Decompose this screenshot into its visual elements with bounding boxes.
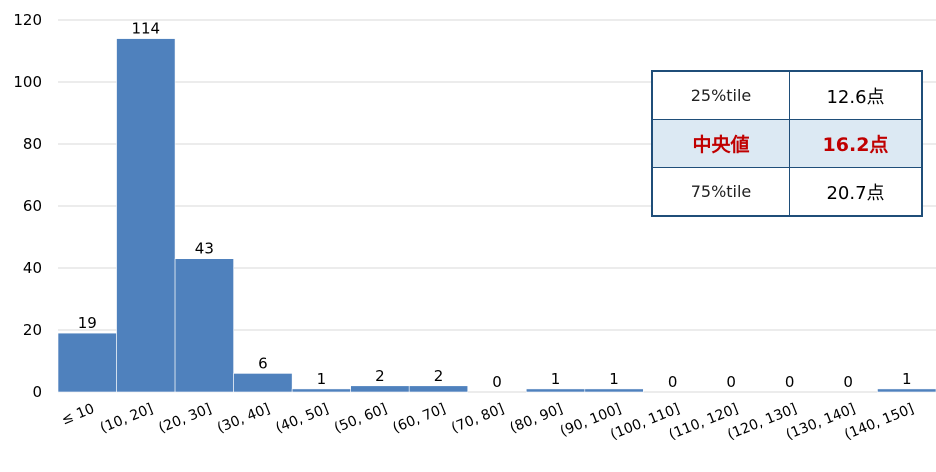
data-label: 0 [492,373,502,391]
x-tick-label: (70, 80] [449,401,506,437]
data-label: 2 [375,367,385,385]
data-label: 0 [843,373,853,391]
bars [57,38,936,393]
stats-row-75: 75%tile 20.7点 [651,167,923,217]
data-label: 6 [258,354,268,372]
stats-table: 25%tile 12.6点 中央値 16.2点 75%tile 20.7点 [651,70,923,217]
x-axis-ticks: ≤ 10 (10, 20] (20, 30] (30, 40] (40, 50] (50,… [59,401,916,443]
x-tick-label: ≤ 10 [59,401,97,429]
data-label: 19 [78,314,97,332]
x-tick-label: (30, 40] [215,401,272,437]
y-tick-label: 100 [13,73,42,91]
stats-value-75: 20.7点 [789,167,923,217]
bar [408,385,469,393]
data-label: 1 [902,370,912,388]
y-tick-label: 20 [23,321,42,339]
bar [57,332,117,393]
bar [877,388,936,393]
x-tick-label: (20, 30] [156,401,213,437]
x-tick-label: (40, 50] [273,401,330,437]
data-label: 1 [609,370,619,388]
data-label: 1 [317,370,327,388]
y-tick-label: 120 [13,11,42,29]
bar [233,373,293,393]
bar [525,388,586,393]
stats-label-75: 75%tile [651,167,790,217]
bar [174,258,234,393]
y-tick-label: 40 [23,259,42,277]
stats-row-25: 25%tile 12.6点 [651,70,923,120]
x-tick-label: (50, 60] [332,401,389,437]
stats-label-median: 中央値 [651,119,790,168]
bar [584,388,644,393]
bar [291,388,351,393]
x-tick-label: (60, 70] [391,401,448,437]
data-label: 2 [434,367,444,385]
stats-value-25: 12.6点 [789,70,923,120]
stats-value-median: 16.2点 [789,119,923,168]
bar [350,385,410,393]
data-label: 0 [785,373,795,391]
data-label: 114 [131,20,160,38]
bar [116,38,176,393]
stats-label-25: 25%tile [651,70,790,120]
data-label: 1 [551,370,561,388]
data-label: 43 [195,240,214,258]
data-label: 0 [668,373,678,391]
data-labels: 19 114 43 6 1 2 2 0 1 1 0 0 0 0 1 [78,20,912,391]
x-tick-label: (80, 90] [508,401,565,437]
y-tick-label: 0 [32,383,42,401]
y-tick-label: 60 [23,197,42,215]
x-tick-label: (10, 20] [98,401,155,437]
y-axis-ticks: 0 20 40 60 80 100 120 [13,11,42,401]
y-tick-label: 80 [23,135,42,153]
stats-row-median: 中央値 16.2点 [651,119,923,168]
data-label: 0 [726,373,736,391]
